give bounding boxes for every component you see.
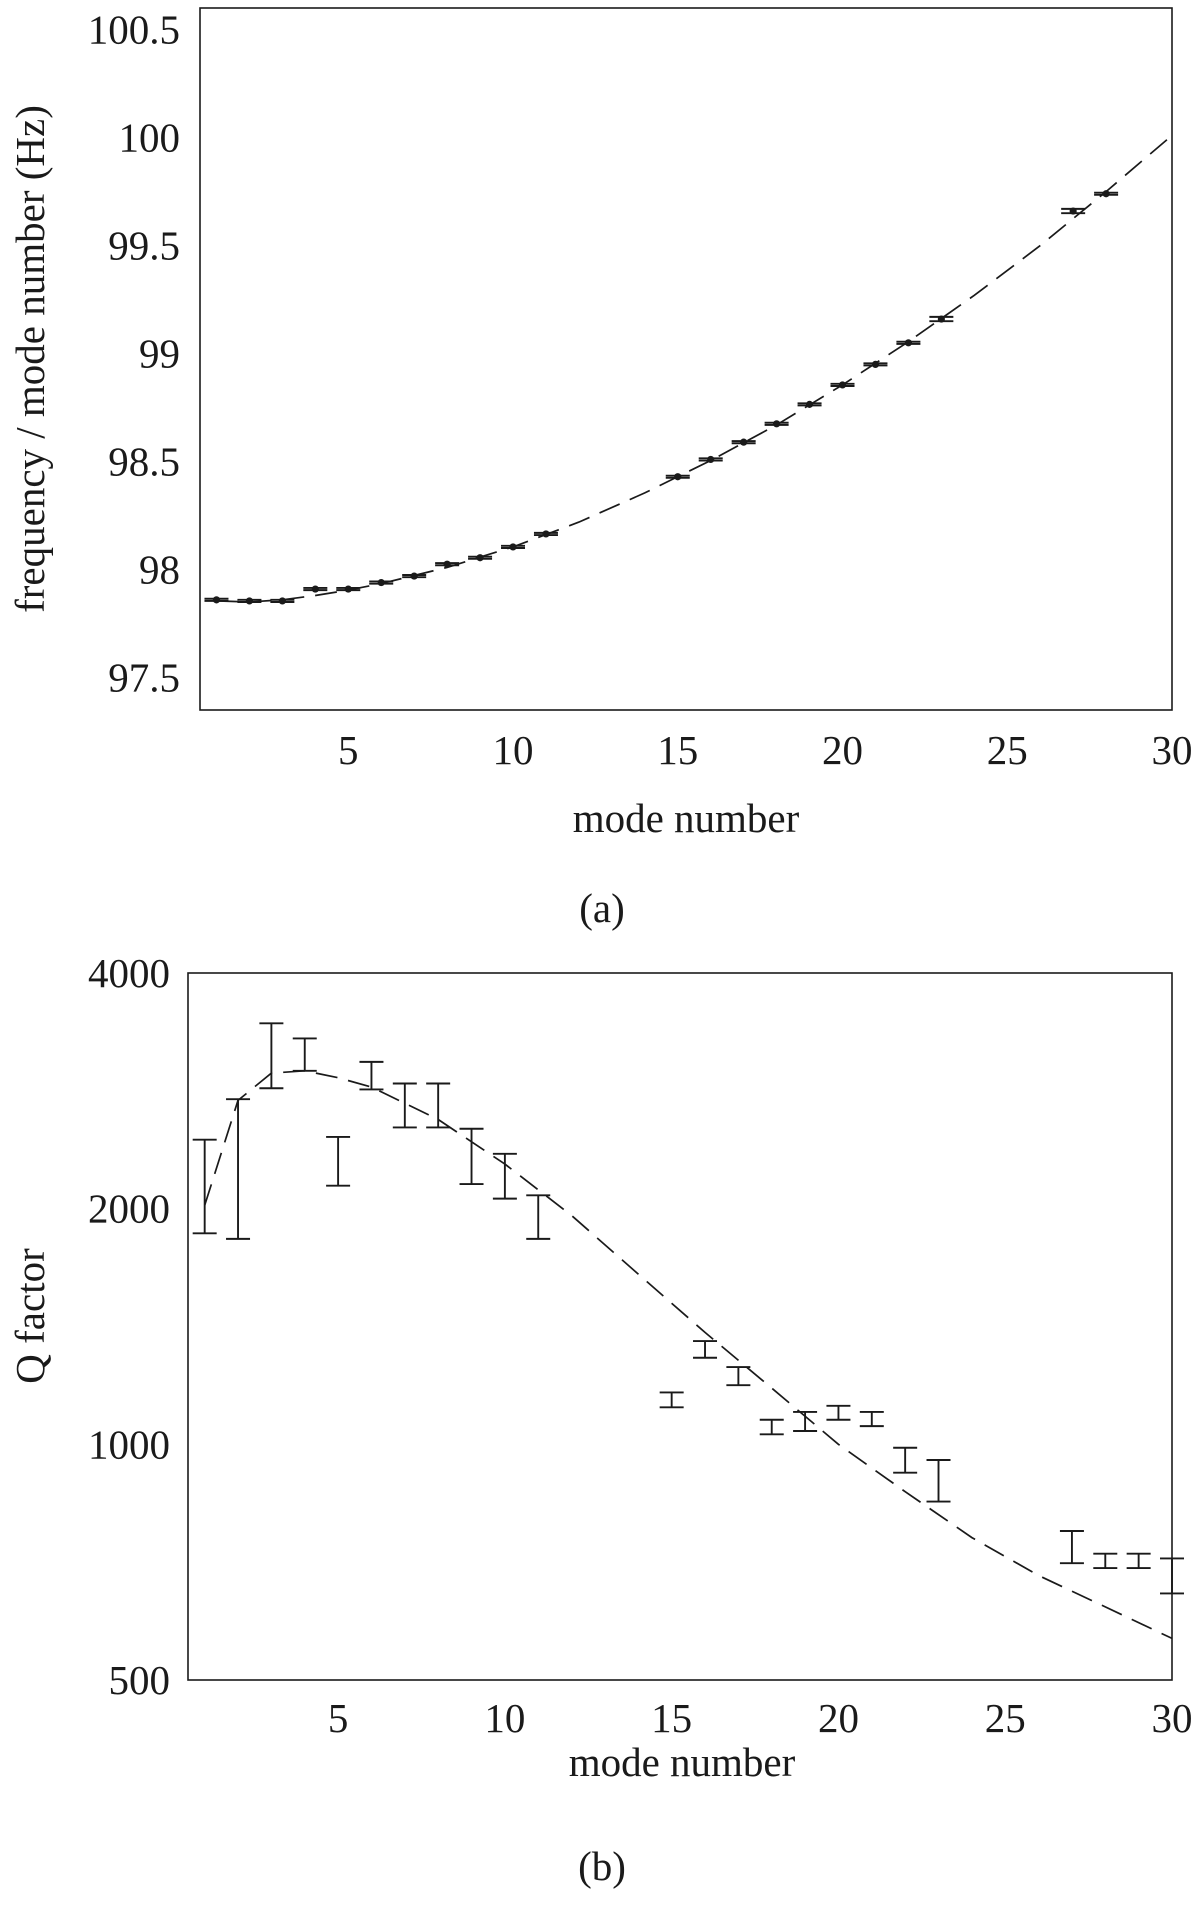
panel-b-x-tick-label: 20: [818, 1695, 859, 1741]
panel-b-x-tick-label: 5: [328, 1695, 349, 1741]
panel-a-data-point: [303, 585, 328, 593]
panel-b-error-bar: [693, 1340, 718, 1359]
panel-b-x-axis-label: mode number: [569, 1739, 796, 1785]
panel-b-error-bar: [793, 1410, 818, 1432]
panel-b-error-bar: [359, 1060, 384, 1091]
panel-b-error-bar: [492, 1152, 517, 1200]
panel-b-y-tick-label: 1000: [88, 1421, 170, 1467]
panel-b-x-tick-label: 30: [1152, 1695, 1193, 1741]
panel-a-y-axis-label: frequency / mode number (Hz): [7, 105, 53, 613]
panel-b-error-bar: [326, 1135, 351, 1187]
panel-b-x-tick-label: 10: [484, 1695, 525, 1741]
panel-a-data-point: [731, 438, 756, 446]
panel-a-data-point: [435, 560, 460, 568]
panel-a-x-tick-label: 15: [657, 727, 698, 773]
panel-b-error-bars: [192, 1022, 1184, 1595]
panel-a-data-point: [270, 597, 295, 605]
panel-b-x-tick-label: 15: [651, 1695, 692, 1741]
panel-b-y-tick-label: 500: [109, 1657, 171, 1703]
panel-a-data-point: [830, 381, 855, 389]
panel-a-y-tick-label: 100: [119, 115, 181, 161]
panel-a-data-point: [369, 578, 394, 587]
panel-a-y-tick-label: 98: [139, 547, 180, 593]
panel-a-x-tick-label: 10: [493, 727, 534, 773]
panel-b-error-bar: [259, 1022, 284, 1090]
panel-b-y-tick-label: 4000: [88, 950, 170, 996]
panel-a-data-point: [929, 315, 954, 323]
panel-b-error-bar: [426, 1082, 451, 1129]
panel-b-error-bar: [726, 1366, 751, 1387]
panel-b-error-bar: [192, 1138, 217, 1235]
panel-a-data-point: [863, 360, 888, 368]
panel-a-data-point: [402, 572, 427, 580]
panel-b-y-axis-label: Q factor: [7, 1248, 53, 1384]
panel-a-y-tick-label: 97.5: [108, 655, 180, 701]
panel-a-chart: 97.5 98 98.5 99 99.5 100 100.5 5 10 15 20 25 30 mod…: [7, 7, 1193, 931]
panel-b-error-bar: [1126, 1552, 1151, 1569]
panel-a-data-point: [764, 420, 789, 428]
panel-a-x-tick-label: 30: [1152, 727, 1193, 773]
panel-a-data-point: [468, 554, 493, 562]
panel-b-y-tick-label: 2000: [88, 1186, 170, 1232]
panel-a-x-tick-label: 5: [338, 727, 359, 773]
panel-a-data-point: [336, 585, 361, 593]
panel-a-x-tick-label: 20: [822, 727, 863, 773]
panel-b-error-bar: [526, 1194, 551, 1240]
panel-b-error-bar: [826, 1404, 851, 1421]
panel-a-x-axis-label: mode number: [573, 795, 800, 841]
panel-a-data-point: [533, 530, 558, 538]
panel-a-data-point: [1061, 207, 1086, 215]
panel-a-data-points: [204, 190, 1119, 605]
panel-a-y-tick-label: 100.5: [88, 7, 180, 53]
panel-b-error-bar: [893, 1446, 918, 1474]
panel-b-error-bar: [1093, 1552, 1118, 1569]
panel-a-y-tick-label: 99.5: [108, 223, 180, 269]
panel-b-error-bar: [1059, 1530, 1084, 1565]
panel-b-y-ticks: 500 1000 2000 4000: [88, 950, 170, 1703]
panel-a-fit-curve: [216, 134, 1173, 603]
panel-a-data-point: [665, 473, 690, 481]
panel-a-y-ticks: 97.5 98 98.5 99 99.5 100 100.5: [88, 7, 180, 701]
panel-a-y-tick-label: 99: [139, 331, 180, 377]
panel-b-error-bar: [926, 1459, 951, 1503]
panel-b-error-bar: [459, 1127, 484, 1186]
panel-b-error-bar: [226, 1098, 251, 1240]
panel-a-data-point: [237, 597, 262, 605]
panel-a-x-tick-label: 25: [987, 727, 1028, 773]
panel-b-error-bar: [1160, 1557, 1184, 1595]
panel-a-data-point: [204, 596, 229, 604]
panel-b-error-bar: [392, 1082, 417, 1129]
panel-a-data-point: [797, 400, 822, 408]
panel-a-data-point: [501, 543, 526, 551]
panel-a-frame: [199, 7, 1173, 711]
panel-a-caption: (a): [579, 885, 625, 931]
panel-b-x-tick-label: 25: [985, 1695, 1026, 1741]
panel-a-x-ticks: 5 10 15 20 25 30: [338, 727, 1192, 773]
panel-b-error-bar: [859, 1410, 884, 1428]
panel-a-data-point: [698, 455, 723, 464]
panel-b-caption: (b): [578, 1843, 626, 1889]
panel-b-error-bar: [659, 1391, 684, 1409]
panel-a-data-point: [1094, 190, 1119, 198]
panel-a-data-point: [896, 339, 921, 347]
panel-b-error-bar: [292, 1037, 317, 1072]
panel-b-fit-curve: [203, 1069, 1173, 1640]
panel-b-error-bar: [759, 1418, 784, 1436]
panel-b-frame: [187, 972, 1173, 1681]
panel-b-x-ticks: 5 10 15 20 25 30: [328, 1695, 1193, 1741]
panel-a-y-tick-label: 98.5: [108, 439, 180, 485]
